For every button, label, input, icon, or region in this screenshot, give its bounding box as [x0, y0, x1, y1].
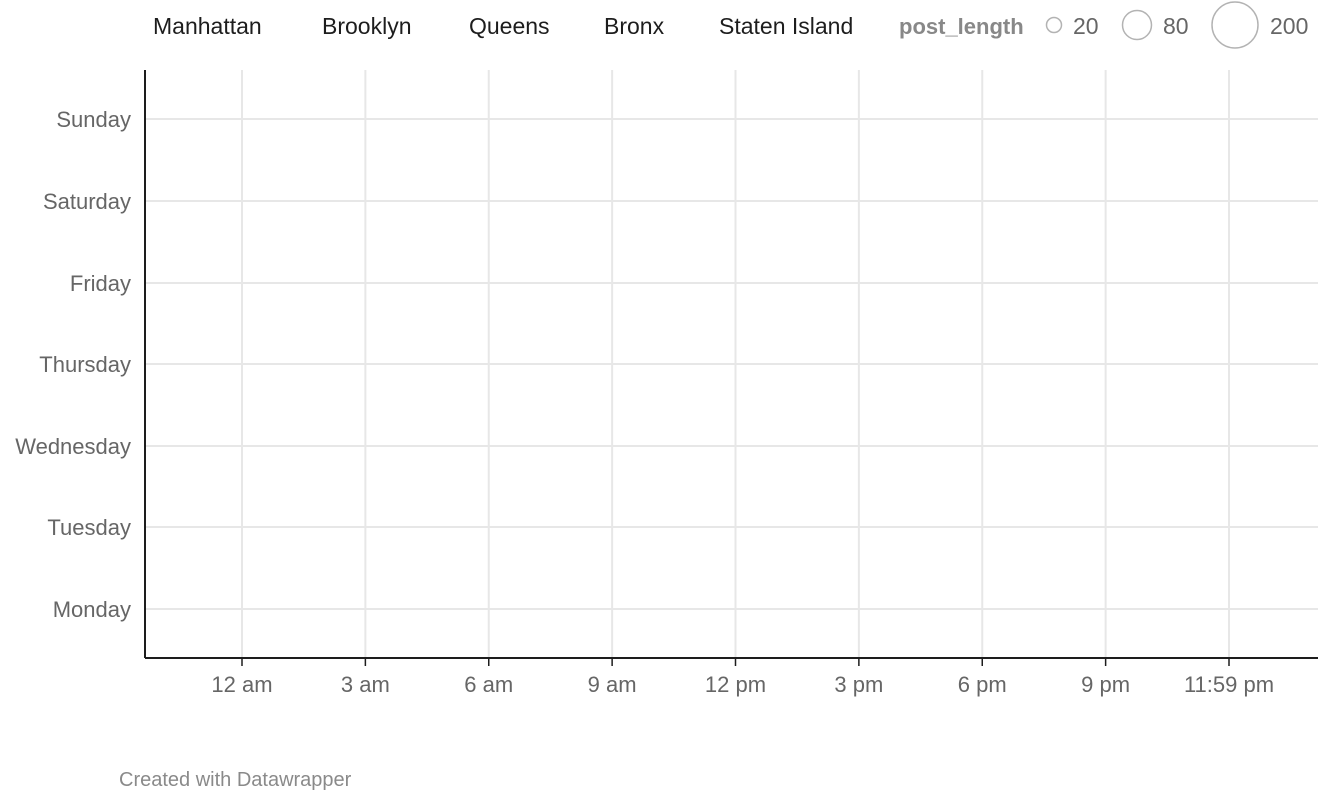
legend-item-staten-island[interactable]: Staten Island [719, 13, 853, 39]
x-tick-label: 6 am [464, 672, 513, 697]
legend-item-manhattan[interactable]: Manhattan [153, 13, 262, 39]
size-legend-circle [1211, 1, 1259, 49]
credit-text[interactable]: Created with Datawrapper [119, 769, 352, 791]
size-legend-circle [1045, 16, 1063, 34]
y-tick-label: Thursday [39, 352, 131, 377]
horizontal-gridlines [145, 118, 1318, 610]
legend: Manhattan Brooklyn Queens Bronx Staten Islan… [153, 13, 853, 39]
size-legend-label: 80 [1163, 13, 1189, 39]
x-tick-label: 12 am [211, 672, 272, 697]
x-tick-label: 3 pm [834, 672, 883, 697]
legend-item-bronx[interactable]: Bronx [604, 13, 665, 39]
legend-item-brooklyn[interactable]: Brooklyn [322, 13, 411, 39]
y-axis-ticks: Sunday Saturday Friday Thursday Wednesday Tue… [15, 107, 131, 622]
x-tick-label: 9 pm [1081, 672, 1130, 697]
size-legend-label: 200 [1270, 13, 1308, 39]
x-tick-label: 9 am [588, 672, 637, 697]
size-legend-label: 20 [1073, 13, 1099, 39]
y-tick-label: Tuesday [47, 515, 131, 540]
y-tick-label: Friday [70, 271, 131, 296]
x-tick-label: 3 am [341, 672, 390, 697]
y-tick-label: Sunday [56, 107, 131, 132]
size-legend-circle [1121, 9, 1153, 41]
size-legend-title: post_length [899, 14, 1024, 39]
y-tick-label: Monday [53, 597, 131, 622]
x-tick-label: 6 pm [958, 672, 1007, 697]
y-tick-label: Wednesday [15, 434, 131, 459]
y-tick-label: Saturday [43, 189, 131, 214]
size-legend: post_length 20 80 200 [899, 1, 1308, 49]
x-axis-ticks: 12 am 3 am 6 am 9 am 12 pm 3 pm 6 pm 9 pm 11:59 … [211, 658, 1274, 697]
legend-item-queens[interactable]: Queens [469, 13, 550, 39]
x-tick-label: 11:59 pm [1184, 672, 1274, 697]
x-tick-label: 12 pm [705, 672, 766, 697]
plot-area: 12 am 3 am 6 am 9 am 12 pm 3 pm 6 pm 9 pm 11:59 … [15, 70, 1318, 697]
